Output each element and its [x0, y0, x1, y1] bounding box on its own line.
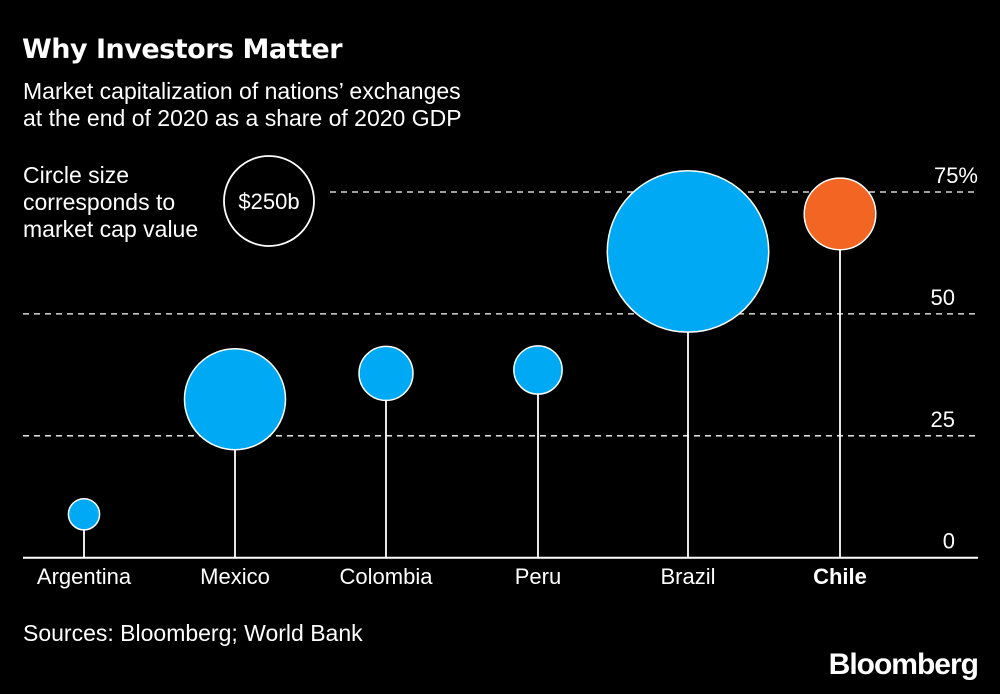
- bubble-brazil: [606, 170, 770, 333]
- bubble-chile: [803, 177, 877, 251]
- size-legend-line: corresponds to: [23, 189, 176, 215]
- size-legend-line: Circle size: [23, 162, 130, 188]
- y-tick-label: 50: [931, 285, 955, 310]
- x-category-label: Mexico: [200, 564, 270, 589]
- x-category-label: Chile: [813, 564, 867, 589]
- y-tick-label: 25: [931, 407, 955, 432]
- subtitle-line-2: at the end of 2020 as a share of 2020 GD…: [23, 105, 462, 131]
- y-tick-label: 0: [943, 529, 955, 554]
- size-legend-line: market cap value: [23, 216, 199, 242]
- bubble-colombia: [358, 345, 414, 402]
- size-legend-label: $250b: [238, 189, 299, 214]
- bubble-argentina: [67, 497, 101, 531]
- chart-subtitle: Market capitalization of nations’ exchan…: [23, 78, 623, 132]
- source-note: Sources: Bloomberg; World Bank: [23, 620, 363, 646]
- bloomberg-logo: Bloomberg: [828, 648, 979, 681]
- y-tick-label: 75%: [934, 163, 978, 188]
- x-category-label: Colombia: [340, 564, 434, 589]
- size-legend-text: Circle size corresponds to market cap va…: [23, 162, 223, 243]
- bubble-peru: [513, 345, 563, 395]
- x-category-label: Brazil: [660, 564, 715, 589]
- size-legend-circle: [223, 155, 315, 247]
- subtitle-line-1: Market capitalization of nations’ exchan…: [23, 78, 461, 104]
- x-category-label: Argentina: [37, 564, 132, 589]
- chart-title: Why Investors Matter: [22, 34, 343, 65]
- bubble-mexico: [183, 347, 287, 451]
- x-category-label: Peru: [515, 564, 561, 589]
